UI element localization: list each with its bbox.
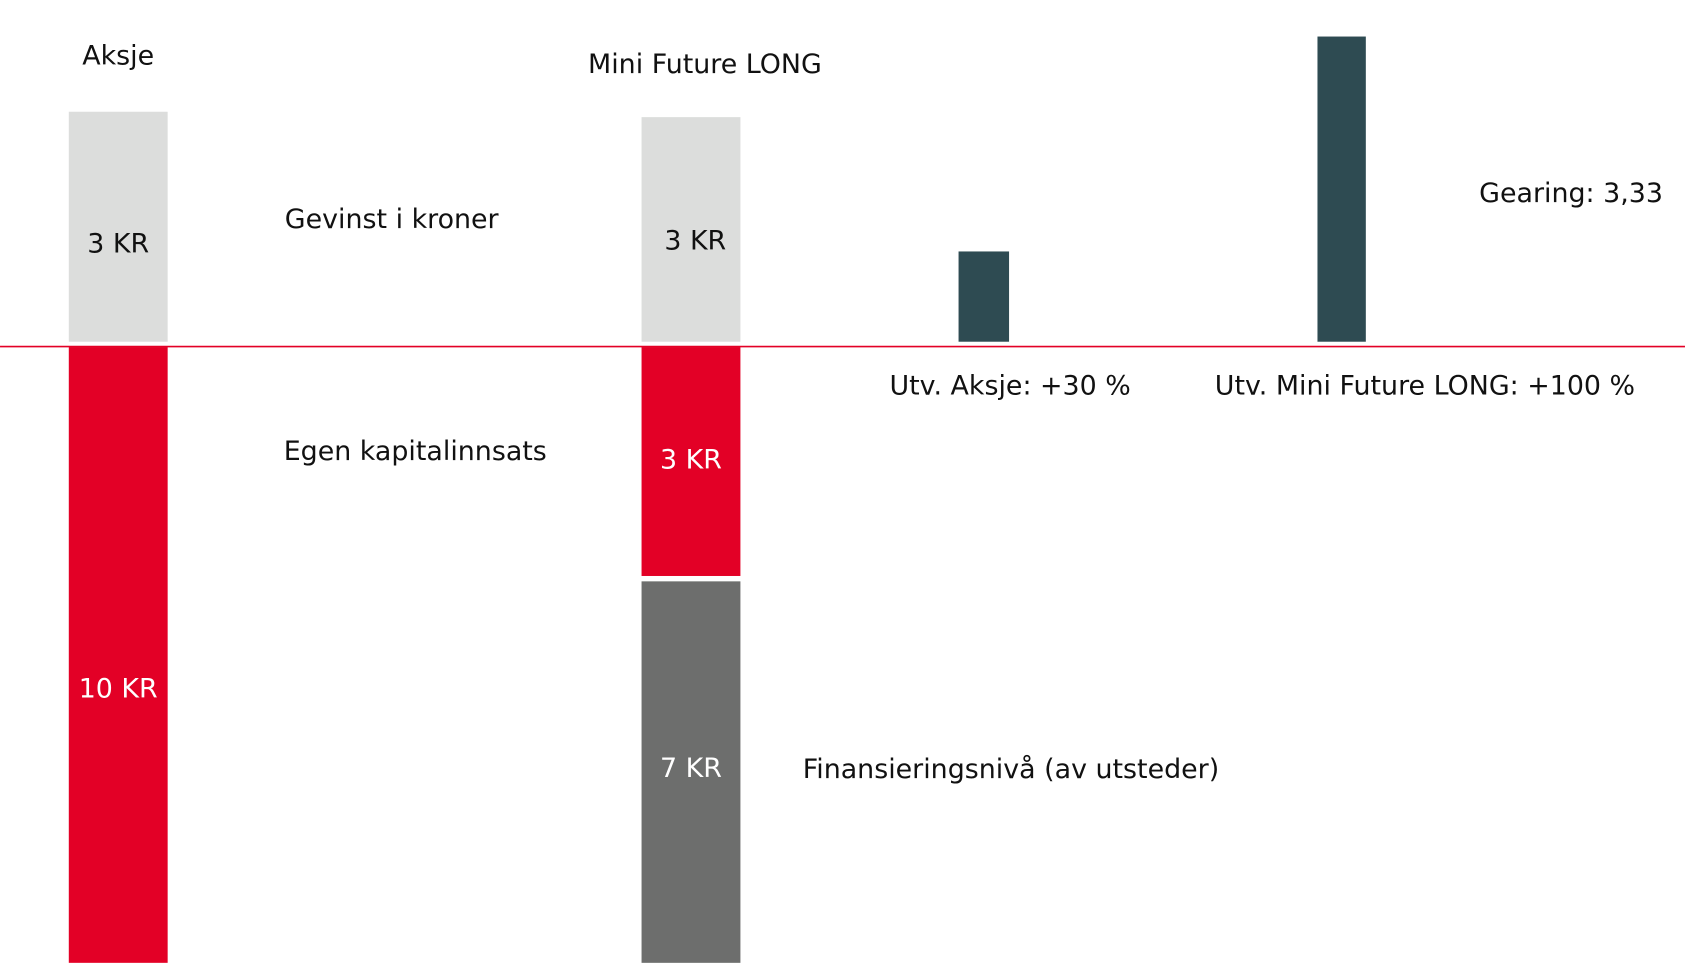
block-label: 10 KR [79, 673, 158, 704]
performance-label: Utv. Aksje: +30 % [889, 370, 1130, 401]
gain-block [641, 117, 741, 342]
performance-label: Utv. Mini Future LONG: +100 % [1215, 370, 1635, 401]
row-label: Egen kapitalinnsats [284, 436, 547, 467]
equity-block [641, 347, 741, 576]
gain-block [68, 111, 168, 342]
equity-block [68, 347, 168, 963]
gearing-label: Gearing: 3,33 [1479, 178, 1663, 209]
block-label: 7 KR [660, 753, 722, 784]
performance-bar [1317, 36, 1366, 342]
block-label: 3 KR [660, 445, 722, 476]
column-title: Aksje [82, 40, 154, 71]
block-label: 3 KR [664, 225, 726, 256]
financing-label: Finansieringsnivå (av utsteder) [803, 754, 1219, 785]
financing-block [641, 581, 741, 963]
column-title: Mini Future LONG [588, 49, 822, 80]
block-label: 3 KR [87, 229, 149, 260]
row-label: Gevinst i kroner [285, 204, 500, 235]
performance-bar [958, 251, 1010, 342]
